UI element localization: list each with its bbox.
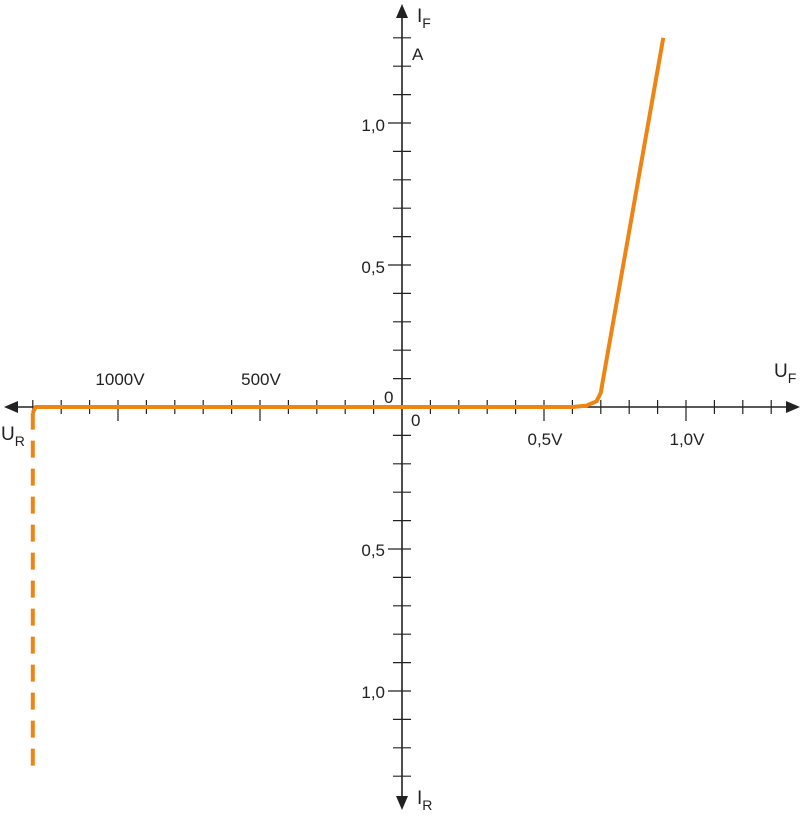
y-unit-label: A: [412, 45, 424, 64]
x-pos-axis-label: UF: [774, 361, 796, 386]
curve-reverse-blocking: [31, 405, 402, 414]
y-axis-arrow-down: [396, 796, 408, 810]
tick-label-x-1.0V: 1,0V: [670, 430, 706, 449]
curves: [30, 37, 666, 771]
curve-forward: [402, 37, 666, 409]
tick-label-y-neg-0.5: 0,5: [361, 541, 385, 560]
x-axis-arrow-right: [786, 401, 800, 413]
tick-label-x-0.5V: 0,5V: [528, 430, 564, 449]
y-pos-axis-label: IF: [417, 6, 431, 31]
tick-label-x-500V: 500V: [241, 370, 281, 389]
x-neg-axis-label: UR: [1, 424, 25, 449]
tick-label-y-1.0: 1,0: [361, 116, 385, 135]
origin-label-upper: 0: [384, 388, 393, 407]
y-neg-axis-label: IR: [417, 788, 432, 813]
x-axis-arrow-left: [4, 401, 18, 413]
tick-label-y-neg-1.0: 1,0: [361, 683, 385, 702]
tick-label-y-0.5: 0,5: [361, 258, 385, 277]
origin-label-lower: 0: [411, 411, 420, 430]
tick-label-x-1000V: 1000V: [95, 370, 145, 389]
y-axis-arrow-up: [396, 4, 408, 18]
